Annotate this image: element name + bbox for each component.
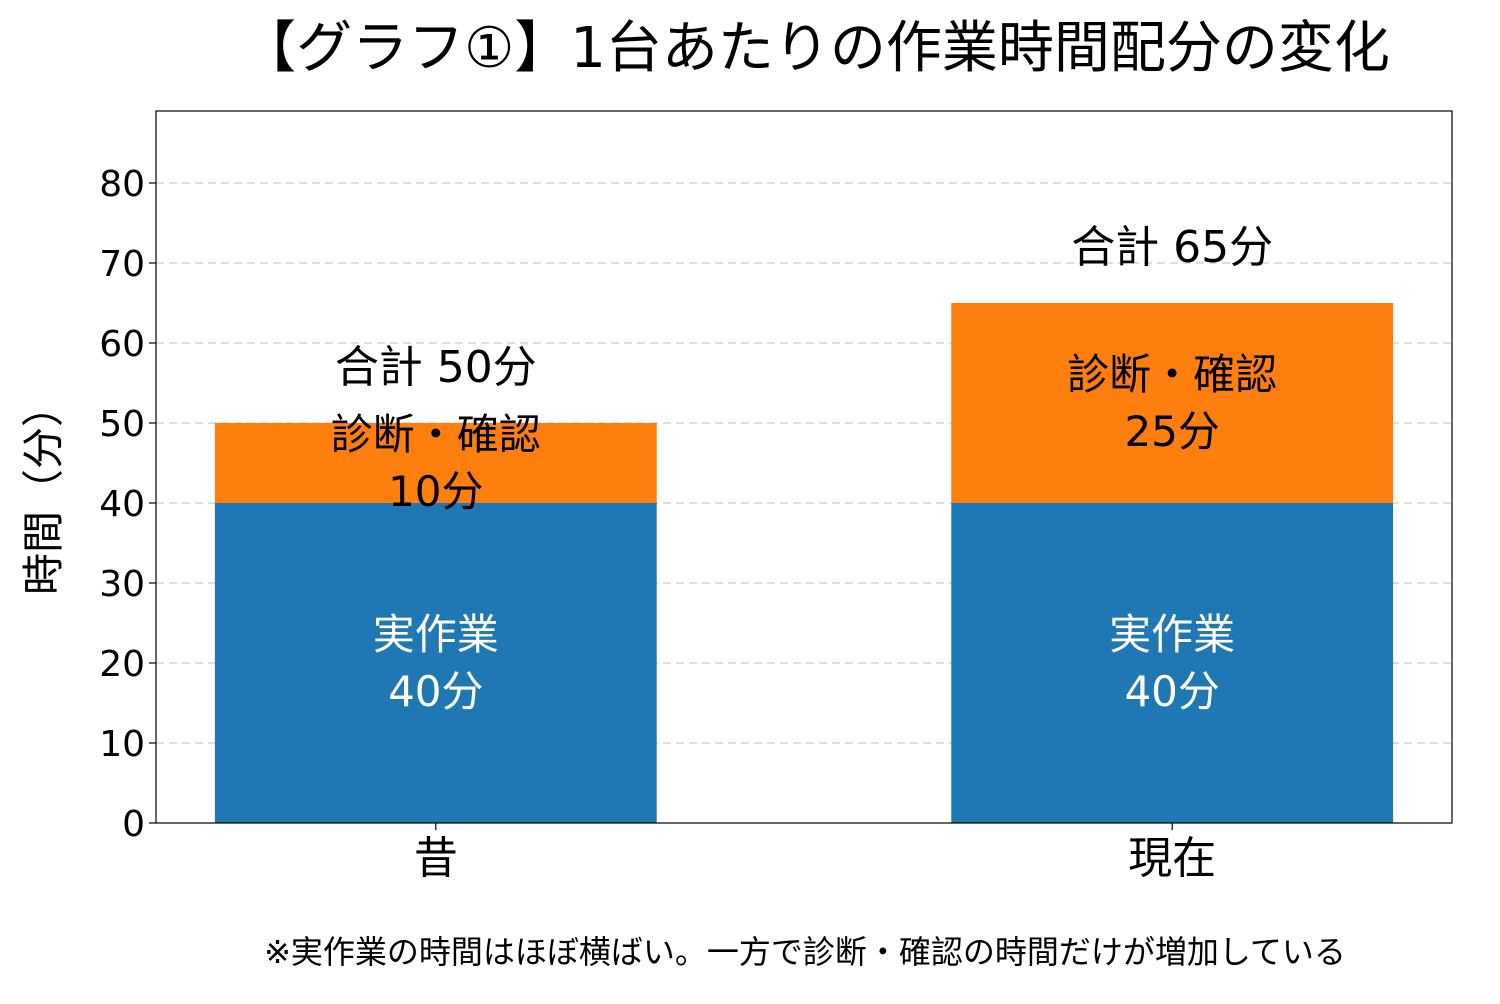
segment-label: 25分: [1124, 407, 1219, 456]
y-tick-label: 0: [122, 804, 145, 845]
segment-label: 40分: [388, 667, 483, 716]
y-tick-label: 20: [99, 644, 145, 685]
chart-title: 【グラフ①】1台あたりの作業時間配分の変化: [240, 16, 1390, 81]
x-tick-label: 現在: [1128, 833, 1216, 884]
total-label: 合計 50分: [335, 342, 537, 393]
segment-label: 40分: [1124, 667, 1219, 716]
segment-label: 実作業: [373, 610, 499, 659]
bar-segment-work: [214, 503, 657, 823]
y-tick-label: 70: [99, 244, 145, 285]
segment-label: 診断・確認: [1067, 350, 1277, 399]
y-tick-label: 80: [99, 164, 145, 205]
y-tick-label: 40: [99, 484, 145, 525]
y-tick-label: 30: [99, 564, 145, 605]
y-tick-label: 60: [99, 324, 145, 365]
bar-segment-diag: [214, 423, 657, 503]
x-tick-label: 昔: [414, 833, 458, 884]
y-axis-label: 時間（分）: [19, 385, 68, 595]
bar-segment-diag: [951, 303, 1394, 503]
footnote: ※実作業の時間はほぼ横ばい。一方で診断・確認の時間だけが増加している: [264, 933, 1346, 971]
y-tick-label: 50: [99, 404, 145, 445]
bar-segment-work: [951, 503, 1394, 823]
plot-frame: [155, 110, 1453, 824]
total-label: 合計 65分: [1071, 222, 1273, 273]
y-tick-label: 10: [99, 724, 145, 765]
segment-label: 10分: [388, 467, 483, 516]
segment-label: 実作業: [1109, 610, 1235, 659]
segment-label: 診断・確認: [331, 410, 541, 459]
